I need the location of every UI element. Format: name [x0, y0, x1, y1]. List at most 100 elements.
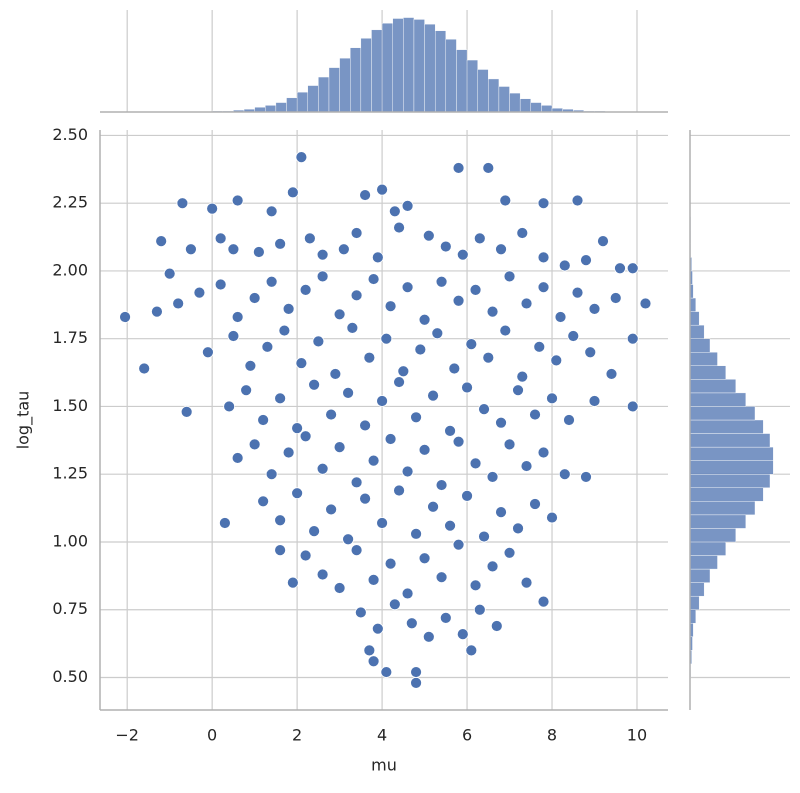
- hist-bar: [689, 392, 747, 407]
- point: [558, 468, 571, 481]
- point: [376, 183, 388, 196]
- point: [325, 408, 338, 421]
- point: [299, 430, 312, 443]
- hist-bar: [689, 528, 737, 543]
- point: [546, 511, 558, 524]
- point: [316, 248, 329, 261]
- hist-bar: [689, 609, 697, 624]
- hist-bar: [689, 324, 705, 339]
- point: [367, 655, 380, 668]
- point: [435, 275, 448, 288]
- point: [410, 411, 422, 424]
- point: [299, 549, 312, 562]
- point: [473, 232, 486, 245]
- hist-bar: [286, 97, 298, 113]
- point: [588, 302, 601, 315]
- point: [444, 519, 456, 532]
- point: [537, 446, 550, 459]
- point: [252, 246, 265, 258]
- hist-bar: [689, 541, 727, 556]
- point: [231, 311, 244, 323]
- point: [444, 424, 456, 437]
- point: [312, 335, 325, 348]
- point: [410, 676, 422, 689]
- point: [380, 666, 393, 678]
- point: [503, 438, 516, 451]
- point: [580, 471, 592, 483]
- hist-bar: [689, 379, 737, 394]
- x-tick-label: 0: [207, 726, 217, 745]
- point: [452, 162, 465, 174]
- hist-bar: [296, 91, 308, 113]
- point: [295, 357, 308, 369]
- hist-bar: [689, 460, 774, 475]
- point: [393, 484, 405, 497]
- point: [333, 441, 346, 454]
- point: [286, 186, 299, 199]
- point: [282, 302, 295, 315]
- hist-bar: [509, 92, 521, 113]
- point: [456, 628, 469, 641]
- hist-bar: [328, 67, 340, 113]
- point: [329, 368, 342, 380]
- point: [516, 370, 529, 383]
- point: [274, 392, 287, 405]
- hist-bar: [371, 29, 383, 113]
- point: [206, 202, 219, 215]
- point: [448, 362, 461, 375]
- point: [316, 568, 329, 581]
- point: [363, 351, 376, 364]
- point: [359, 419, 371, 432]
- point: [227, 330, 240, 342]
- point: [410, 527, 422, 540]
- hist-bar: [689, 338, 711, 353]
- point: [333, 308, 346, 321]
- point: [401, 281, 414, 294]
- point: [571, 194, 584, 207]
- point: [274, 237, 287, 250]
- point: [138, 362, 151, 375]
- point: [546, 392, 558, 405]
- point: [461, 381, 473, 394]
- point: [303, 232, 316, 245]
- point: [176, 197, 189, 210]
- hist-bar: [689, 419, 764, 434]
- point: [452, 538, 465, 551]
- point: [248, 438, 261, 451]
- point: [563, 414, 575, 426]
- point: [193, 286, 206, 299]
- point: [482, 351, 495, 364]
- point: [286, 576, 299, 589]
- point: [431, 327, 444, 340]
- point: [418, 313, 431, 326]
- hist-bar: [689, 487, 764, 502]
- y-tick-label: 2.25: [52, 193, 88, 212]
- point: [469, 579, 482, 592]
- point: [384, 557, 397, 570]
- point: [393, 221, 405, 234]
- point: [626, 332, 639, 345]
- point: [397, 365, 410, 378]
- point: [626, 262, 639, 275]
- point: [261, 340, 274, 353]
- point: [456, 248, 469, 261]
- hist-bar: [275, 102, 287, 113]
- point: [605, 368, 618, 380]
- point: [291, 487, 304, 500]
- x-tick-label: 2: [292, 726, 302, 745]
- point: [384, 433, 397, 445]
- point: [308, 525, 321, 538]
- point: [499, 194, 512, 207]
- point: [567, 330, 580, 342]
- point: [350, 544, 363, 556]
- x-tick-label: 6: [462, 726, 472, 745]
- hist-bar: [445, 39, 457, 113]
- point: [499, 324, 512, 337]
- point: [371, 622, 384, 635]
- hist-bar: [392, 18, 404, 113]
- point: [219, 517, 231, 529]
- hist-bar: [689, 365, 727, 380]
- point: [495, 416, 507, 429]
- y-tick-label: 0.50: [52, 667, 88, 686]
- point: [376, 395, 388, 407]
